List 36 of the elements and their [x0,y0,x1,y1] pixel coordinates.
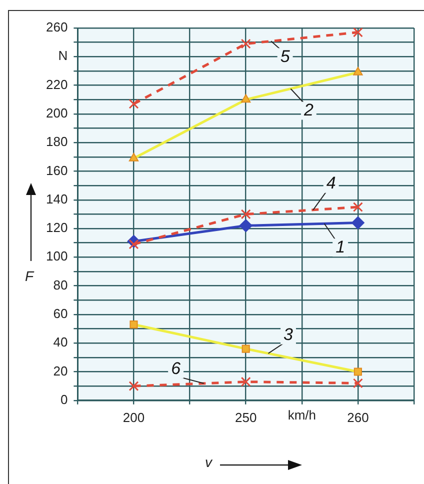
x-tick-label: 260 [347,410,369,425]
series-label: 6 [171,359,182,378]
point [352,28,363,38]
point [352,378,363,388]
y-tick-label: 220 [46,76,68,92]
y-tick-label: 160 [46,162,68,178]
point [352,202,363,212]
point [240,209,251,220]
y-tick-label: 80 [53,277,68,292]
y-tick-label: 0 [60,392,68,407]
point [351,216,364,230]
y-tick-label: 260 [46,20,68,35]
point [128,381,139,392]
series-label: 5 [280,46,290,66]
y-tick-label: 140 [46,191,68,206]
point [240,38,251,49]
point [128,98,139,109]
x-tick-label: 250 [234,410,257,425]
y-tick-label: 100 [46,248,68,264]
y-tick-label: 200 [46,106,68,121]
text: km/h [288,407,316,422]
y-tick-label: 180 [46,134,68,150]
x-axis-title: v [205,454,212,470]
series-label: 3 [284,325,294,344]
point [240,376,251,387]
series-label: 1 [336,237,346,256]
y-tick-label: 40 [53,334,68,350]
y-tick-label: 120 [46,220,68,236]
y-axis-title: F [25,268,34,284]
series-label: 4 [326,174,336,193]
series-label: 2 [302,100,314,120]
y-tick-label: 20 [53,363,68,378]
x-tick-label: 200 [122,410,145,425]
y-tick-label: 60 [53,306,68,322]
point [239,219,252,232]
y-tick-label: N [58,48,68,64]
